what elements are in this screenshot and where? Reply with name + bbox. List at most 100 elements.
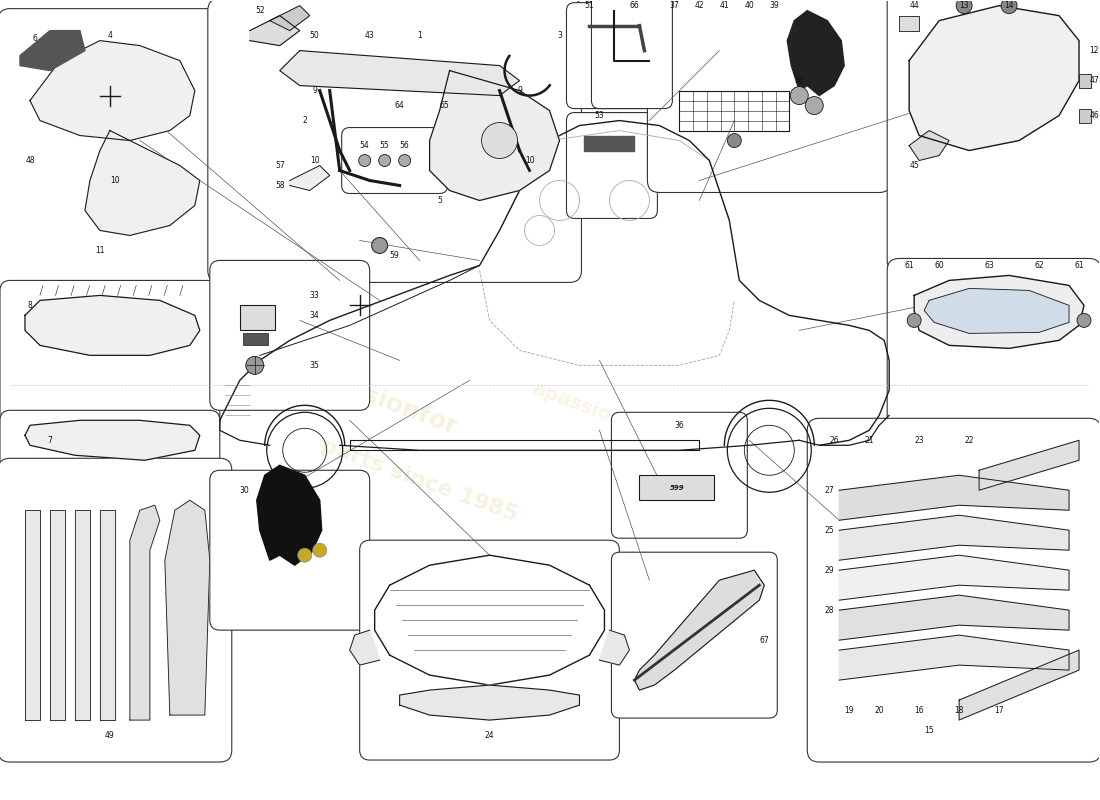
Polygon shape bbox=[839, 635, 1069, 680]
Text: 24: 24 bbox=[485, 730, 494, 739]
Polygon shape bbox=[600, 630, 629, 665]
Text: 5: 5 bbox=[437, 196, 442, 205]
Text: 37: 37 bbox=[670, 1, 680, 10]
FancyBboxPatch shape bbox=[888, 258, 1100, 442]
Text: 58: 58 bbox=[275, 181, 285, 190]
Circle shape bbox=[790, 86, 808, 105]
Text: 18: 18 bbox=[955, 706, 964, 714]
Polygon shape bbox=[979, 440, 1079, 490]
Text: 12: 12 bbox=[1089, 46, 1099, 55]
FancyBboxPatch shape bbox=[0, 281, 220, 430]
Polygon shape bbox=[20, 30, 85, 70]
Text: 35: 35 bbox=[310, 361, 320, 370]
Text: apassionforparts: apassionforparts bbox=[529, 379, 711, 461]
Polygon shape bbox=[350, 630, 380, 665]
Text: 17: 17 bbox=[994, 706, 1004, 714]
Bar bbox=[240, 306, 275, 330]
Circle shape bbox=[805, 97, 823, 114]
Text: 34: 34 bbox=[310, 311, 320, 320]
FancyBboxPatch shape bbox=[648, 0, 891, 193]
Text: 21: 21 bbox=[865, 436, 874, 445]
FancyBboxPatch shape bbox=[807, 418, 1100, 762]
Text: 40: 40 bbox=[745, 1, 755, 10]
FancyBboxPatch shape bbox=[0, 410, 220, 520]
Text: 2: 2 bbox=[302, 116, 307, 125]
Polygon shape bbox=[839, 555, 1069, 600]
Text: 6: 6 bbox=[33, 34, 37, 43]
Text: 38: 38 bbox=[794, 76, 804, 85]
Polygon shape bbox=[50, 510, 65, 720]
Text: 19: 19 bbox=[845, 706, 854, 714]
Text: 15: 15 bbox=[924, 726, 934, 734]
FancyBboxPatch shape bbox=[0, 9, 222, 302]
Text: 13: 13 bbox=[959, 1, 969, 10]
Circle shape bbox=[378, 154, 390, 166]
Circle shape bbox=[298, 548, 311, 562]
Text: 41: 41 bbox=[719, 1, 729, 10]
Text: 27: 27 bbox=[824, 486, 834, 494]
Text: 26: 26 bbox=[829, 436, 839, 445]
Text: 10: 10 bbox=[525, 156, 535, 165]
FancyBboxPatch shape bbox=[566, 2, 658, 109]
FancyBboxPatch shape bbox=[566, 113, 658, 218]
Polygon shape bbox=[100, 510, 114, 720]
Bar bbox=[1079, 74, 1091, 87]
Text: 55: 55 bbox=[379, 141, 389, 150]
Text: 32: 32 bbox=[300, 486, 309, 494]
Polygon shape bbox=[910, 6, 1079, 150]
Text: 9: 9 bbox=[517, 86, 522, 95]
Text: 67: 67 bbox=[759, 636, 769, 645]
Text: 22: 22 bbox=[965, 436, 974, 445]
Circle shape bbox=[245, 356, 264, 374]
Text: 8: 8 bbox=[28, 301, 32, 310]
FancyBboxPatch shape bbox=[208, 0, 582, 282]
Polygon shape bbox=[839, 475, 1069, 520]
Circle shape bbox=[1077, 314, 1091, 327]
Circle shape bbox=[359, 154, 371, 166]
Polygon shape bbox=[25, 420, 200, 460]
Text: 65: 65 bbox=[440, 101, 450, 110]
Polygon shape bbox=[959, 650, 1079, 720]
FancyBboxPatch shape bbox=[592, 0, 672, 109]
Text: 14: 14 bbox=[1004, 1, 1014, 10]
Polygon shape bbox=[130, 506, 159, 720]
Bar bbox=[639, 475, 714, 500]
Polygon shape bbox=[399, 685, 580, 720]
FancyBboxPatch shape bbox=[342, 127, 448, 194]
Text: 63: 63 bbox=[984, 261, 994, 270]
Text: 31: 31 bbox=[270, 486, 279, 494]
Text: 59: 59 bbox=[389, 251, 399, 260]
Polygon shape bbox=[924, 289, 1069, 334]
Polygon shape bbox=[430, 70, 560, 201]
Text: 64: 64 bbox=[395, 101, 405, 110]
Polygon shape bbox=[914, 275, 1084, 348]
Text: 61: 61 bbox=[904, 261, 914, 270]
Text: 3: 3 bbox=[557, 31, 562, 40]
Polygon shape bbox=[584, 135, 635, 150]
Polygon shape bbox=[250, 16, 299, 46]
Circle shape bbox=[482, 122, 517, 158]
Text: 47: 47 bbox=[1089, 76, 1099, 85]
Polygon shape bbox=[25, 295, 200, 355]
FancyBboxPatch shape bbox=[210, 261, 370, 410]
Text: 44: 44 bbox=[910, 1, 918, 10]
Polygon shape bbox=[85, 130, 200, 235]
Text: 9: 9 bbox=[312, 86, 317, 95]
Polygon shape bbox=[839, 595, 1069, 640]
Polygon shape bbox=[279, 50, 519, 95]
Polygon shape bbox=[788, 10, 844, 95]
Text: 46: 46 bbox=[1089, 111, 1099, 120]
Text: 25: 25 bbox=[824, 526, 834, 534]
Text: 49: 49 bbox=[104, 730, 114, 739]
FancyBboxPatch shape bbox=[360, 540, 619, 760]
Text: 48: 48 bbox=[25, 156, 35, 165]
Polygon shape bbox=[270, 6, 310, 30]
Text: 60: 60 bbox=[934, 261, 944, 270]
Circle shape bbox=[372, 238, 387, 254]
Text: 52: 52 bbox=[255, 6, 265, 15]
Text: 51: 51 bbox=[585, 1, 594, 10]
Text: 54: 54 bbox=[360, 141, 370, 150]
Text: parts since 1985: parts since 1985 bbox=[318, 435, 520, 526]
Polygon shape bbox=[839, 515, 1069, 560]
Circle shape bbox=[956, 0, 972, 14]
